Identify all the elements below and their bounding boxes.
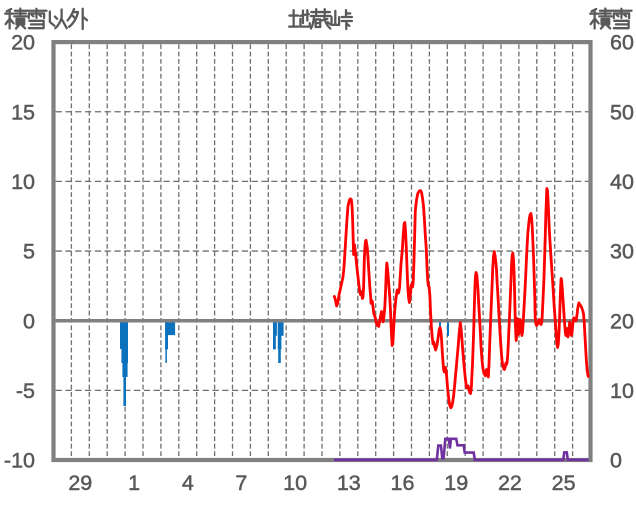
svg-text:0: 0: [610, 449, 622, 473]
svg-text:0: 0: [23, 309, 35, 333]
svg-text:25: 25: [552, 471, 576, 495]
svg-text:4: 4: [182, 471, 194, 495]
svg-text:60: 60: [610, 31, 634, 55]
svg-text:19: 19: [444, 471, 468, 495]
svg-text:10: 10: [11, 170, 35, 194]
svg-text:22: 22: [498, 471, 522, 495]
svg-text:10: 10: [610, 379, 634, 403]
svg-text:50: 50: [610, 100, 634, 124]
svg-text:13: 13: [337, 471, 361, 495]
svg-text:5: 5: [23, 240, 35, 264]
svg-text:20: 20: [11, 31, 35, 55]
svg-text:1: 1: [128, 471, 140, 495]
svg-text:30: 30: [610, 240, 634, 264]
svg-text:40: 40: [610, 170, 634, 194]
svg-text:7: 7: [235, 471, 247, 495]
svg-text:15: 15: [11, 100, 35, 124]
svg-text:-5: -5: [16, 379, 35, 403]
svg-text:10: 10: [283, 471, 307, 495]
svg-text:29: 29: [68, 471, 92, 495]
svg-text:-10: -10: [4, 449, 35, 473]
svg-text:20: 20: [610, 309, 634, 333]
svg-text:16: 16: [391, 471, 415, 495]
